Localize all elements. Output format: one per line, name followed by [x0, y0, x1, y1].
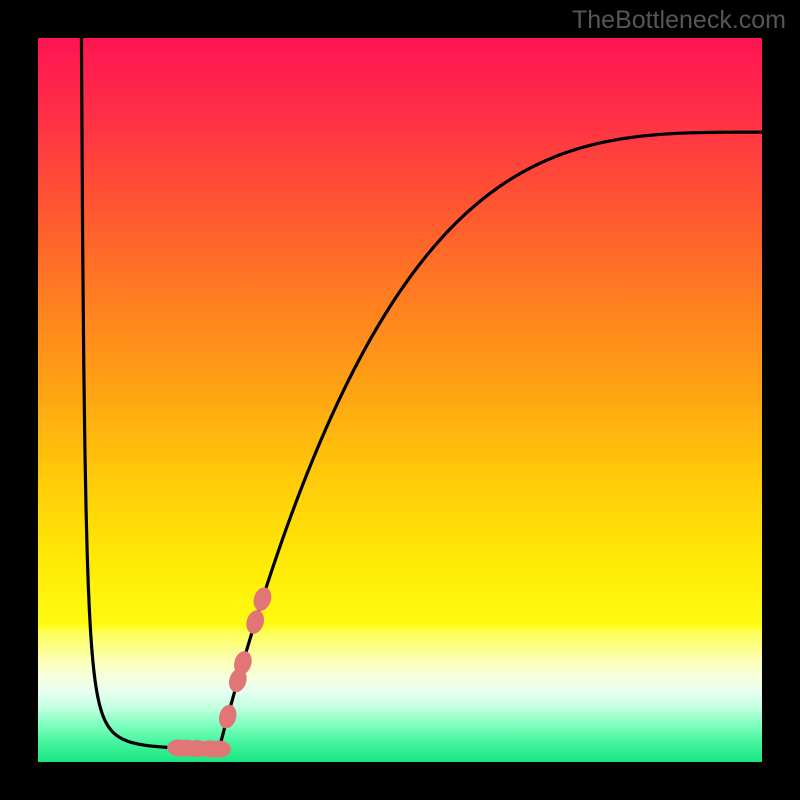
curve-marker — [244, 608, 267, 636]
plot-area — [38, 38, 762, 762]
curve-layer — [38, 38, 762, 762]
curve-marker — [251, 585, 275, 613]
chart-stage: TheBottleneck.com — [0, 0, 800, 800]
watermark-text: TheBottleneck.com — [572, 6, 786, 35]
curve-marker — [216, 703, 239, 731]
bottleneck-curve — [81, 38, 762, 749]
marker-group — [167, 585, 274, 758]
